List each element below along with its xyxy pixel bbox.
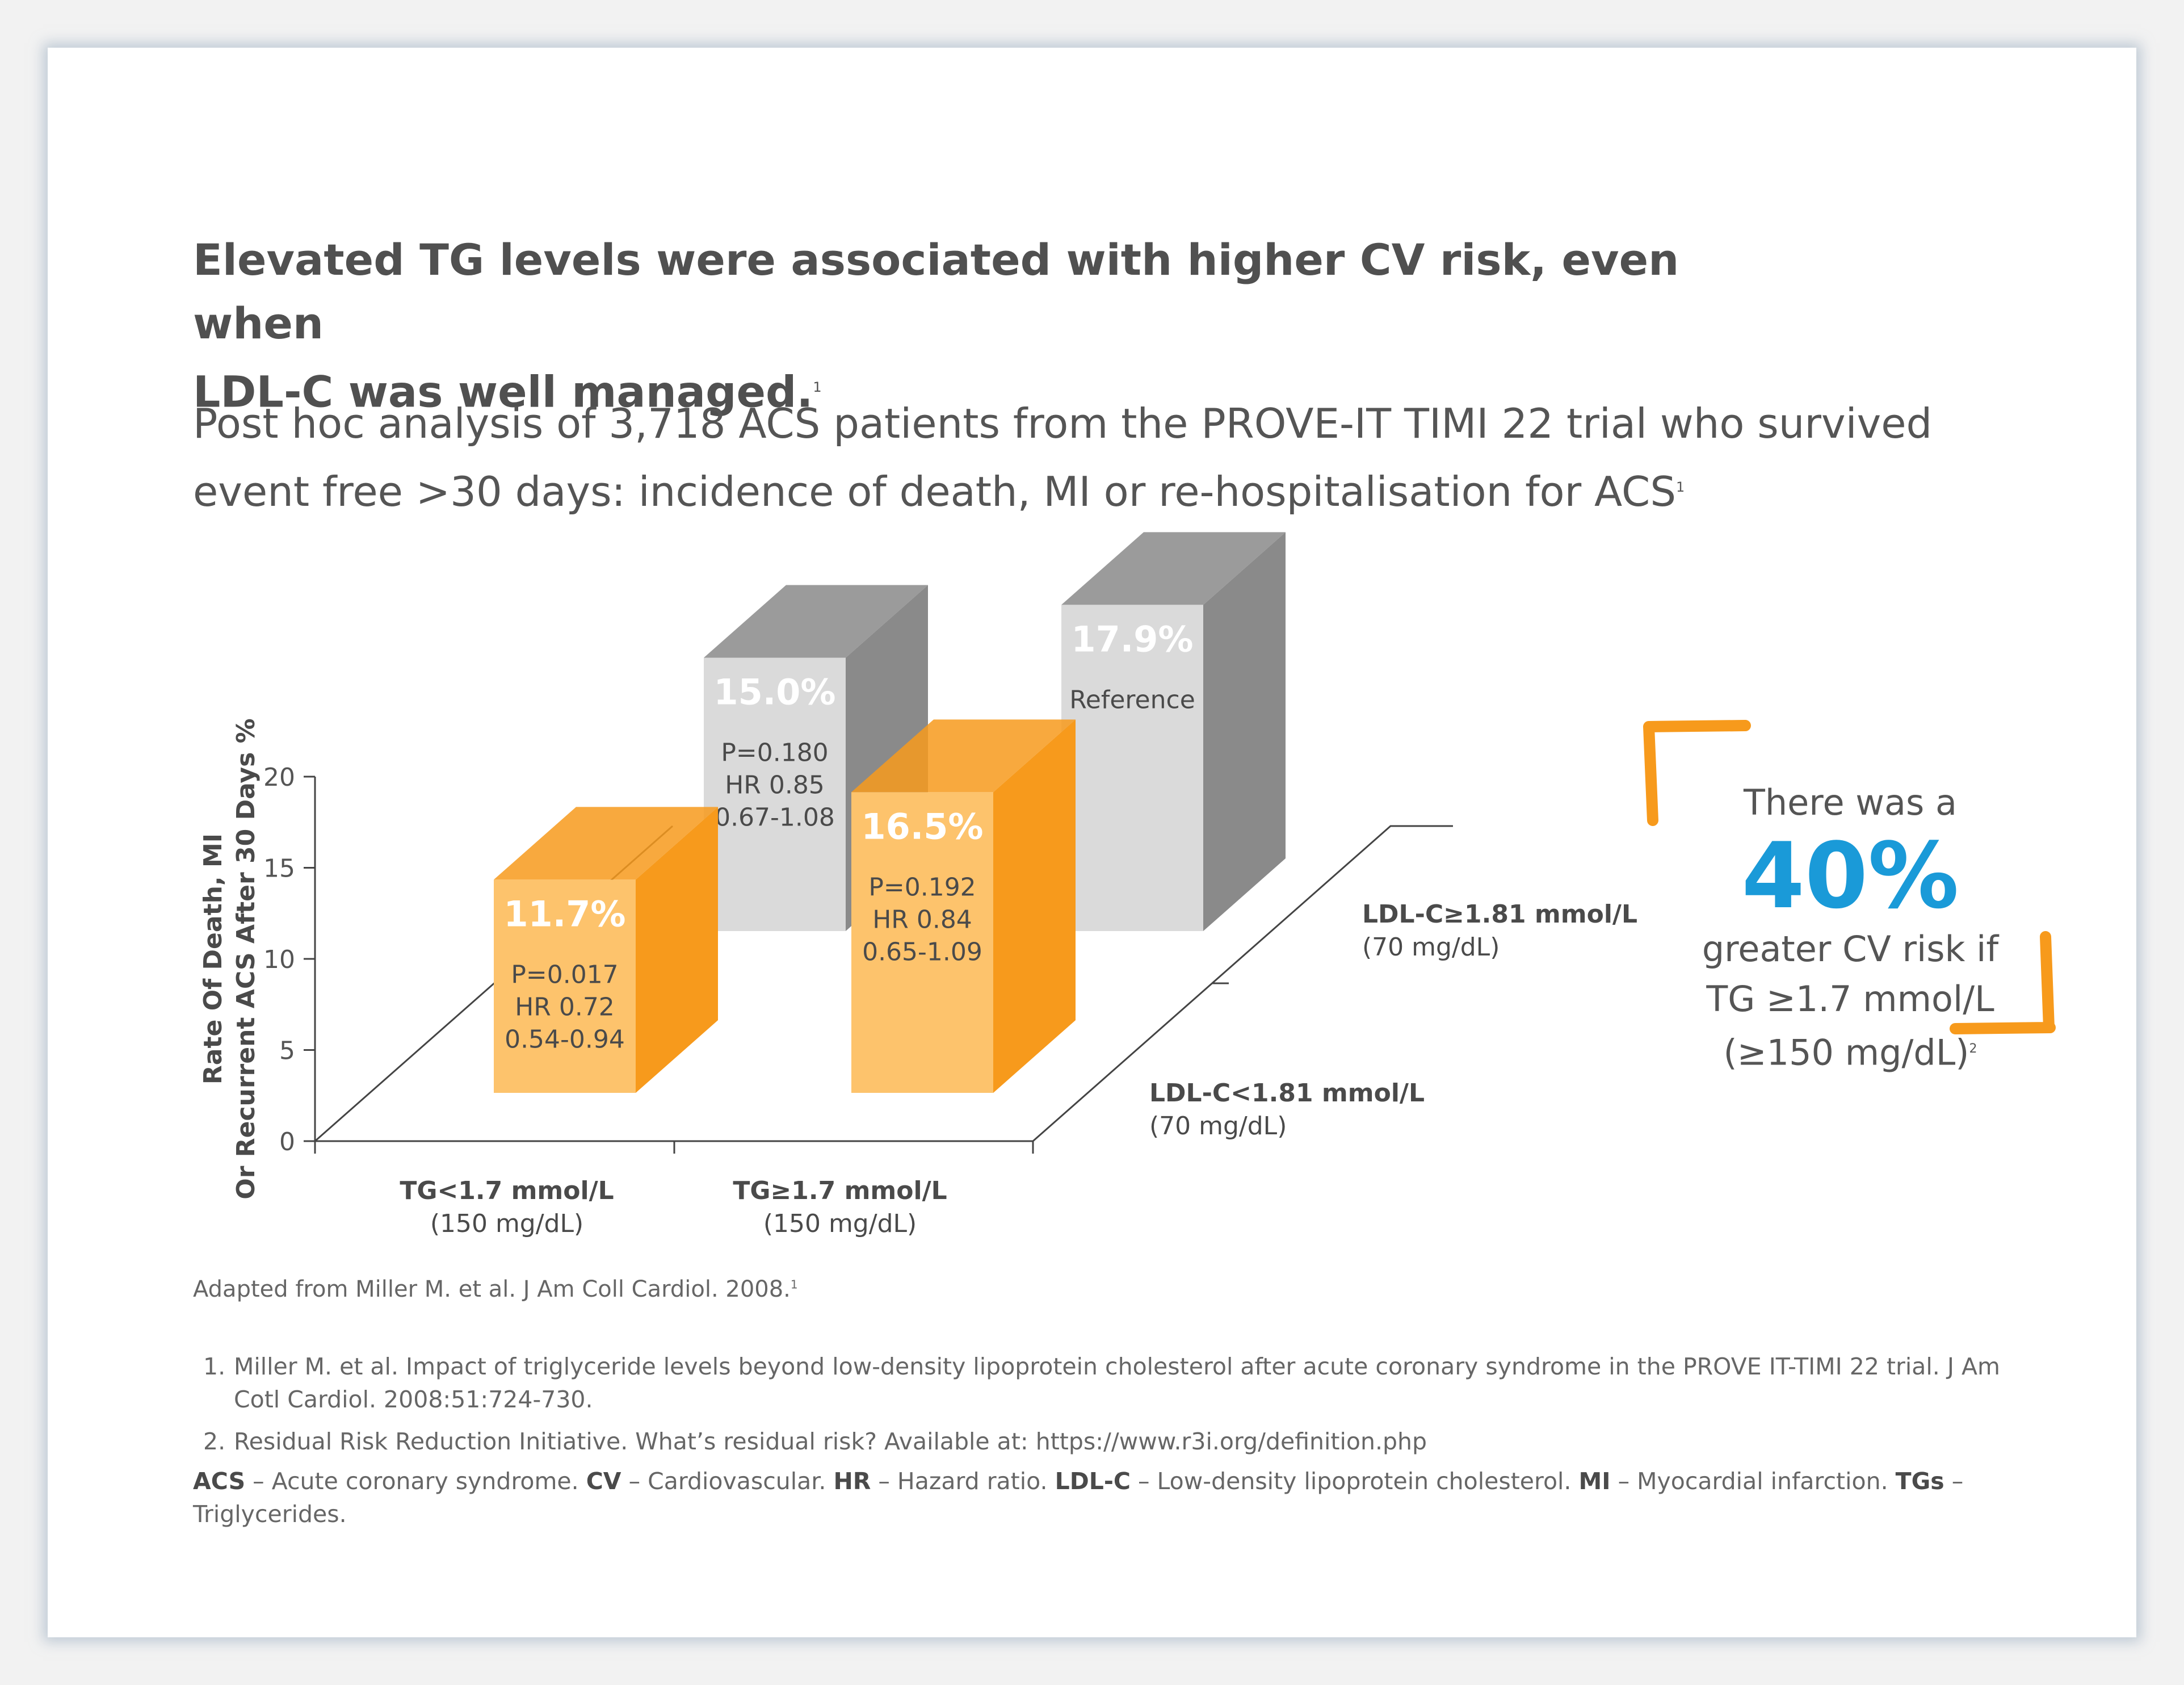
bar-side [1203,532,1286,931]
abbreviations: ACS – Acute coronary syndrome. CV – Card… [193,1465,1986,1531]
page-title: Elevated TG levels were associated with … [193,228,1725,424]
abbr-term: CV [586,1468,621,1495]
y-axis-label: Rate Of Death, MI Or Recurrent ACS After … [199,718,261,1199]
bar-stat-label: HR 0.72 [515,992,615,1021]
bracket-top-left [1643,720,1751,826]
abbr-term: TGs [1895,1468,1944,1495]
risk-callout: There was a 40% greater CV risk if TG ≥1… [1646,778,2055,1078]
bar-top [704,585,928,658]
bar-value-label: 16.5% [861,806,983,847]
source-note: Adapted from Miller M. et al. J Am Coll … [193,1276,798,1302]
headline-line2: LDL-C was well managed. [193,366,813,417]
bar-side [636,807,718,1093]
reference-item: 1. Miller M. et al. Impact of triglyceri… [193,1350,2009,1416]
depth-sublabel: (70 mg/dL) [1362,933,1500,962]
x-category-label: TG≥1.7 mmol/L [733,1176,947,1205]
bar-stat-label: 0.67-1.08 [715,803,835,832]
callout-line2: greater CV risk if [1702,928,1999,970]
headline-ref: 1 [813,379,822,395]
abbr-def: – Acute coronary syndrome. [245,1468,586,1495]
callout-line3: TG ≥1.7 mmol/L [1706,978,1994,1020]
bar-stat-label: Reference [1069,685,1195,714]
abbr-def: – Myocardial infarction. [1610,1468,1896,1495]
bar-top [1061,532,1286,605]
y-tick-label: 20 [263,763,295,792]
y-tick-label: 0 [279,1127,295,1156]
abbr-def: – Hazard ratio. [871,1468,1055,1495]
bar-top [494,807,718,880]
x-category-sublabel: (150 mg/dL) [430,1209,583,1238]
bar-stat-label: P=0.192 [868,873,976,902]
abbr-term: LDL-C [1055,1468,1131,1495]
headline-line1: Elevated TG levels were associated with … [193,234,1679,349]
source-text: Adapted from Miller M. et al. J Am Coll … [193,1276,791,1302]
bar-front-row: 16.5% P=0.192 HR 0.84 0.65-1.09 [851,719,1076,1093]
x-category-label: TG<1.7 mmol/L [400,1176,614,1205]
bar-stat-label: P=0.017 [511,960,618,989]
reference-list: 1. Miller M. et al. Impact of triglyceri… [193,1350,2009,1467]
bar-value-label: 15.0% [713,672,835,713]
abbr-term: ACS [193,1468,246,1495]
bar-stat-label: P=0.180 [721,739,828,768]
bar-stat-label: HR 0.85 [725,771,825,800]
bar-front [851,792,993,1093]
reference-number: 1. [203,1353,226,1380]
subtitle-ref: 1 [1676,479,1685,495]
depth-label: LDL-C<1.81 mmol/L [1149,1079,1425,1108]
bar-front [1061,605,1203,931]
bar-value-label: 11.7% [503,893,625,934]
bar-front [494,879,636,1093]
bar-stat-label: 0.65-1.09 [862,937,982,966]
source-ref: 1 [790,1277,798,1292]
callout-ref: 2 [1969,1042,1977,1056]
bar-stat-label: HR 0.84 [872,905,972,934]
chart-bars: 15.0% P=0.180 HR 0.85 0.67-1.08 17.9% Referen… [494,532,1286,1093]
callout-line1: There was a [1744,782,1957,823]
abbr-term: MI [1578,1468,1611,1495]
bar-value-label: 17.9% [1071,618,1193,660]
reference-number: 2. [203,1428,226,1455]
callout-percent: 40% [1741,823,1959,929]
bar-front [704,657,846,931]
abbr-def: – Triglycerides. [193,1468,1964,1528]
bar-stat-label: 0.54-0.94 [505,1025,625,1054]
callout-line4: (≥150 mg/dL) [1723,1032,1969,1074]
y-axis-label-line1: Rate Of Death, MI [199,833,228,1084]
depth-label: LDL-C≥1.81 mmol/L [1362,900,1637,929]
reference-item: 2. Residual Risk Reduction Initiative. W… [193,1425,2009,1458]
bar-side [993,719,1076,1093]
page-subtitle: Post hoc analysis of 3,718 ACS patients … [193,392,2009,523]
abbr-term: HR [833,1468,871,1495]
abbr-def: – Low-density lipoprotein cholesterol. [1130,1468,1579,1495]
bar-back-row: 17.9% Reference [1061,532,1286,931]
bar-front-row: 11.7% P=0.017 HR 0.72 0.54-0.94 [494,807,718,1093]
bracket-bottom-right [1950,931,2056,1034]
y-tick-label: 15 [263,854,295,883]
bar-top [851,719,1076,793]
y-tick-label: 10 [263,945,295,974]
depth-sublabel: (70 mg/dL) [1149,1112,1287,1141]
abbr-def: – Cardiovascular. [621,1468,834,1495]
subtitle-line1: Post hoc analysis of 3,718 ACS patients … [193,400,1933,447]
x-category-sublabel: (150 mg/dL) [763,1209,917,1238]
callout-line4-wrap: (≥150 mg/dL)2 [1646,1024,2055,1078]
subtitle-line2: event free >30 days: incidence of death,… [193,468,1677,515]
reference-text: Miller M. et al. Impact of triglyceride … [234,1353,2000,1413]
callout-brackets [1643,720,2056,1034]
reference-text: Residual Risk Reduction Initiative. What… [234,1428,1427,1455]
chart-labels: TG<1.7 mmol/L (150 mg/dL) TG≥1.7 mmol/L (15… [400,900,1637,1238]
y-axis-label-line2: Or Recurrent ACS After 30 Days % [232,718,261,1199]
y-tick-label: 5 [279,1037,295,1066]
